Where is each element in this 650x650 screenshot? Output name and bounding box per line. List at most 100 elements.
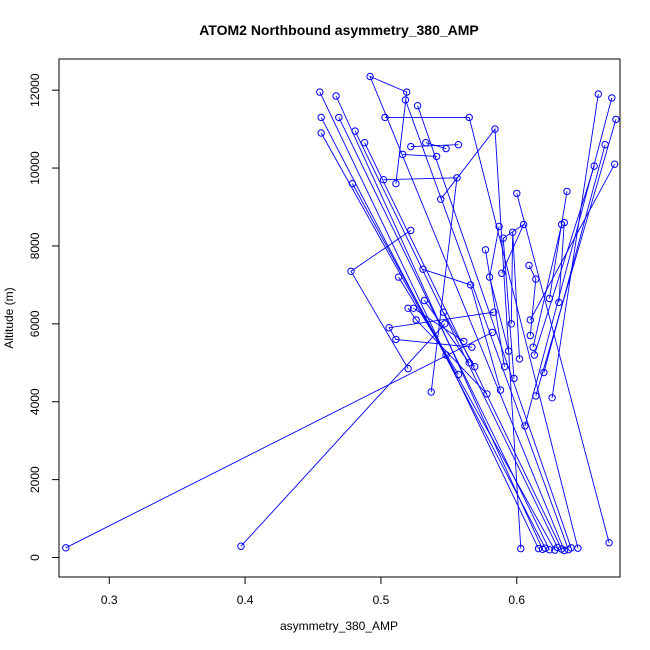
data-layer (62, 72, 620, 555)
y-tick-label: 12000 (28, 73, 42, 107)
data-point (466, 281, 475, 289)
data-point (525, 261, 533, 270)
series-line (443, 311, 476, 367)
data-point (471, 363, 479, 371)
data-point (532, 275, 540, 283)
series-line (529, 163, 615, 321)
series-line (440, 127, 522, 549)
series-line (240, 323, 446, 547)
data-point (441, 320, 449, 328)
data-point (563, 187, 571, 196)
data-point (610, 160, 619, 168)
data-point (427, 388, 435, 396)
data-point (526, 331, 534, 340)
y-axis: 0 2000 4000 6000 8000 10000 12000 (28, 73, 60, 561)
data-point (545, 546, 554, 554)
y-tick-label: 0 (28, 554, 42, 561)
series-line (404, 99, 569, 550)
data-point (407, 226, 415, 235)
data-point (601, 141, 609, 149)
data-point (496, 386, 505, 394)
data-point (317, 129, 325, 137)
series-line (413, 307, 465, 342)
data-point (399, 150, 407, 159)
data-point (608, 94, 616, 102)
data-point (555, 298, 563, 307)
data-point (394, 273, 403, 281)
series-line (350, 230, 412, 369)
series-line (65, 331, 493, 549)
x-tick-label: 0.3 (101, 593, 118, 607)
chart-title: ATOM2 Northbound asymmetry_380_AMP (199, 22, 479, 38)
series-line (535, 119, 617, 397)
data-point (517, 544, 525, 553)
data-point (507, 320, 515, 328)
data-point (515, 355, 524, 363)
y-tick-label: 6000 (28, 310, 42, 337)
data-point (317, 113, 325, 122)
data-point (557, 220, 566, 229)
data-point (509, 228, 517, 237)
series-line (319, 91, 539, 549)
y-tick-label: 10000 (28, 151, 42, 185)
series-line (532, 224, 563, 348)
data-point (366, 72, 374, 81)
data-point (454, 370, 463, 379)
data-point (439, 308, 448, 316)
data-point (347, 267, 355, 275)
data-point (437, 195, 445, 203)
series-line (407, 308, 488, 395)
series-line (548, 191, 568, 299)
x-tick-label: 0.4 (237, 593, 254, 607)
series-line (398, 276, 459, 375)
data-point (483, 390, 491, 398)
data-point (392, 335, 400, 344)
data-point (513, 189, 521, 198)
data-point (605, 539, 613, 547)
series-line (543, 144, 606, 373)
data-point (404, 364, 412, 373)
series-line (417, 105, 572, 548)
series-line (388, 311, 494, 348)
data-point (594, 90, 602, 98)
series-line (369, 75, 565, 551)
data-point (412, 316, 420, 324)
x-tick-label: 0.5 (373, 593, 390, 607)
data-point (553, 543, 562, 552)
data-point (360, 139, 369, 147)
series-line (551, 94, 599, 398)
data-point (335, 113, 343, 122)
data-point (574, 544, 582, 552)
data-point (560, 546, 568, 555)
data-point (529, 343, 537, 351)
data-point (465, 113, 473, 122)
series-line (485, 249, 505, 367)
data-point (454, 141, 463, 149)
series-line (533, 165, 595, 356)
series-line (385, 116, 579, 549)
data-point (432, 152, 441, 161)
x-tick-label: 0.6 (508, 593, 525, 607)
data-point (379, 176, 388, 184)
data-point (499, 234, 507, 242)
data-point (316, 88, 324, 96)
data-point (491, 125, 499, 133)
data-point (442, 144, 450, 153)
data-point (545, 294, 554, 303)
data-point (348, 179, 357, 188)
data-point (530, 351, 539, 359)
data-point (422, 139, 430, 147)
y-axis-label: Altitude (m) (2, 287, 16, 348)
data-point (519, 220, 528, 229)
series-line (402, 153, 437, 157)
data-point (403, 88, 411, 96)
data-point (460, 337, 468, 346)
data-point (409, 304, 418, 312)
data-point (532, 392, 540, 400)
series-line (516, 193, 610, 543)
data-point (385, 324, 393, 332)
series-line (510, 232, 520, 359)
series-line (352, 183, 447, 356)
series-line (558, 222, 565, 303)
data-point (381, 113, 389, 122)
